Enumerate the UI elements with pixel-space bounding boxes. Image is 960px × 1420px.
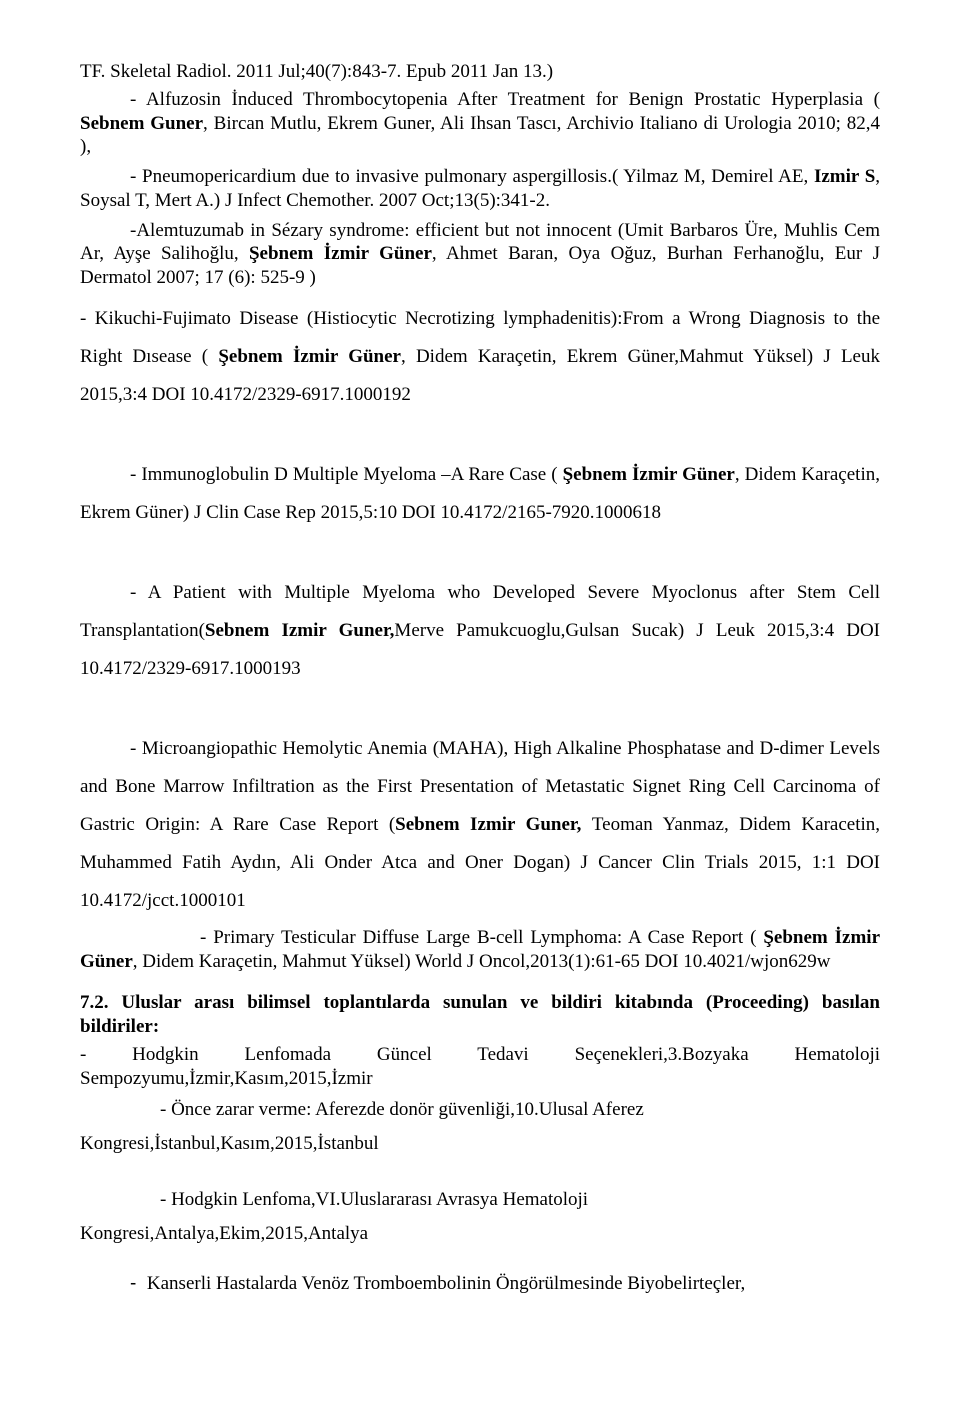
author-bold: Izmir S [814, 166, 875, 187]
conf-item-avrasya-line1: - Hodgkin Lenfoma,VI.Uluslararası Avrasy… [80, 1182, 880, 1218]
author-bold: Şebnem İzmir Güner [563, 464, 735, 485]
citation-testicular-lymphoma: - Primary Testicular Diffuse Large B-cel… [80, 926, 880, 974]
conf-item-aferez-line2: Kongresi,İstanbul,Kasım,2015,İstanbul [80, 1132, 880, 1156]
text: , Didem Karaçetin, Mahmut Yüksel) World … [133, 951, 831, 972]
text: - Pneumopericardium due to invasive pulm… [130, 166, 814, 187]
citation-kikuchi: - Kikuchi-Fujimato Disease (Histiocytic … [80, 300, 880, 414]
citation-myoclonus: - A Patient with Multiple Myeloma who De… [80, 574, 880, 688]
conf-item-biomarkers: - Kanserli Hastalarda Venöz Tromboemboli… [80, 1272, 880, 1296]
text: - Primary Testicular Diffuse Large B-cel… [200, 927, 763, 948]
author-bold: Şebnem İzmir Güner [249, 243, 432, 264]
text: Kongresi,İstanbul,Kasım,2015,İstanbul [80, 1133, 379, 1154]
citation-alfuzosin: - Alfuzosin İnduced Thrombocytopenia Aft… [80, 88, 880, 159]
citation-igd-myeloma: - Immunoglobulin D Multiple Myeloma –A R… [80, 456, 880, 532]
heading-text: 7.2. Uluslar arası bilimsel toplantılard… [80, 992, 880, 1037]
text: TF. Skeletal Radiol. 2011 Jul;40(7):843-… [80, 61, 553, 82]
author-bold: Sebnem Izmir Guner, [205, 620, 395, 641]
text: - Alfuzosin İnduced Thrombocytopenia Aft… [130, 89, 880, 110]
text: Kongresi,Antalya,Ekim,2015,Antalya [80, 1223, 368, 1244]
citation-skeletal-radiol: TF. Skeletal Radiol. 2011 Jul;40(7):843-… [80, 60, 880, 84]
text: Kanserli Hastalarda Venöz Tromboembolini… [147, 1273, 745, 1294]
text: - Hodgkin Lenfoma,VI.Uluslararası Avrasy… [160, 1189, 588, 1210]
conf-item-avrasya-line2: Kongresi,Antalya,Ekim,2015,Antalya [80, 1222, 880, 1246]
author-bold: Şebnem İzmir Güner [218, 346, 401, 367]
conf-item-hodgkin-bozyaka: - Hodgkin Lenfomada Güncel Tedavi Seçene… [80, 1043, 880, 1091]
dash: - [130, 1273, 147, 1294]
citation-maha: - Microangiopathic Hemolytic Anemia (MAH… [80, 730, 880, 920]
citation-pneumopericardium: - Pneumopericardium due to invasive pulm… [80, 165, 880, 213]
section-heading-7-2: 7.2. Uluslar arası bilimsel toplantılard… [80, 991, 880, 1039]
text: - Immunoglobulin D Multiple Myeloma –A R… [130, 464, 563, 485]
text: - Hodgkin Lenfomada Güncel Tedavi Seçene… [80, 1044, 880, 1089]
author-bold: Sebnem Izmir Guner, [395, 814, 592, 835]
text: - Önce zarar verme: Aferezde donör güven… [160, 1099, 644, 1120]
citation-alemtuzumab: -Alemtuzumab in Sézary syndrome: efficie… [80, 219, 880, 290]
conf-item-aferez-line1: - Önce zarar verme: Aferezde donör güven… [80, 1092, 880, 1128]
author-bold: Sebnem Guner [80, 113, 203, 134]
